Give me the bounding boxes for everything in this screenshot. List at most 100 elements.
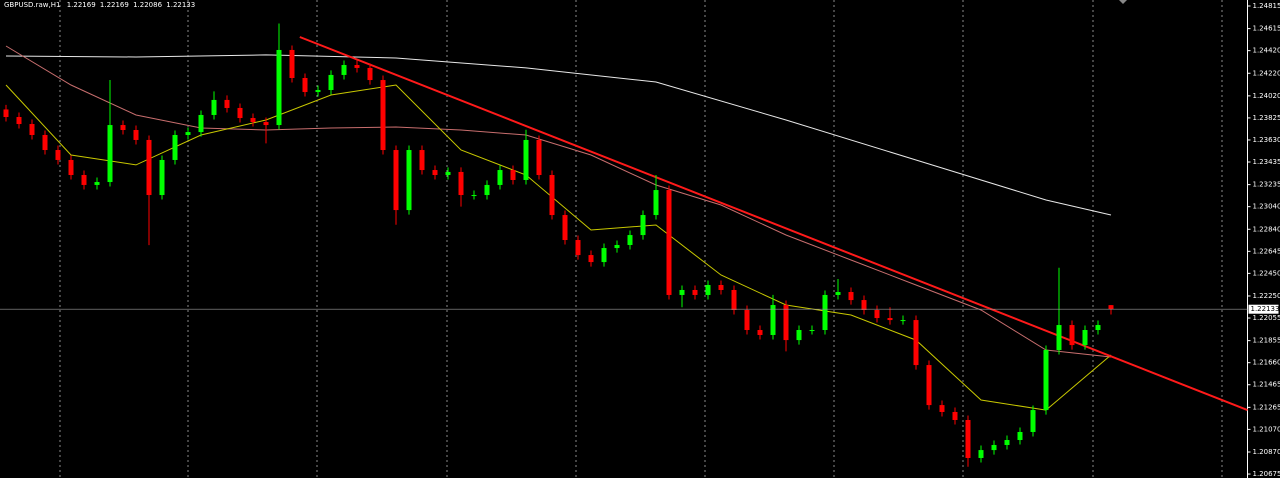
- y-tick-label: 1.21465: [1253, 381, 1280, 389]
- candle-body: [653, 190, 659, 216]
- low: 1.22086: [133, 1, 162, 9]
- candle-body: [3, 109, 9, 118]
- candle-body: [549, 175, 555, 216]
- y-tick-label: 1.22055: [1253, 314, 1280, 322]
- candle-body: [16, 117, 22, 125]
- candle-body: [120, 125, 126, 131]
- candle-body: [887, 318, 893, 321]
- y-tick-label: 1.21855: [1253, 337, 1280, 345]
- candle-body: [315, 89, 321, 93]
- candle-body: [497, 170, 503, 185]
- candle-body: [380, 80, 386, 151]
- y-tick-label: 1.24220: [1253, 69, 1280, 77]
- candle-body: [107, 125, 113, 183]
- candle-body: [575, 240, 581, 256]
- symbol: GBPUSD.raw,H1 1.22169 1.22169 1.22086 1.…: [4, 1, 195, 9]
- y-tick-label: 1.22645: [1253, 247, 1280, 255]
- y-tick-label: 1.24615: [1253, 25, 1280, 33]
- candle-body: [510, 170, 516, 180]
- y-tick-label: 1.22250: [1253, 292, 1280, 300]
- candle-body: [198, 114, 204, 133]
- candle-body: [55, 150, 61, 160]
- candle-body: [900, 320, 906, 322]
- candle-body: [302, 78, 308, 93]
- candle-body: [1017, 431, 1023, 441]
- candle-body: [68, 159, 74, 176]
- candle-body: [796, 330, 802, 341]
- candle-body: [211, 99, 217, 115]
- candle-body: [835, 292, 841, 295]
- candle-body: [42, 134, 48, 151]
- y-tick-label: 1.22840: [1253, 225, 1280, 233]
- candle-body: [133, 130, 139, 140]
- candle-body: [692, 289, 698, 295]
- candle-body: [614, 244, 620, 249]
- y-tick-label: 1.20675: [1253, 470, 1280, 478]
- y-tick-label: 1.23825: [1253, 114, 1280, 122]
- candle-body: [770, 305, 776, 335]
- candle-body: [757, 330, 763, 335]
- candle-body: [562, 215, 568, 241]
- candle-body: [1069, 325, 1075, 346]
- moving-average: [5, 54, 1112, 216]
- candle-body: [939, 405, 945, 412]
- open: 1.22169: [67, 1, 96, 9]
- candle-body: [289, 49, 295, 79]
- candle-body: [809, 330, 815, 332]
- candle-body: [328, 74, 334, 90]
- candle-body: [458, 171, 464, 196]
- candle-body: [978, 450, 984, 458]
- candle-body: [1030, 410, 1036, 432]
- candle-body: [965, 420, 971, 458]
- candle-body: [848, 292, 854, 301]
- candle-body: [744, 309, 750, 331]
- candle-body: [484, 184, 490, 196]
- candle-body: [913, 320, 919, 366]
- candle-body: [237, 107, 243, 119]
- candle-body: [666, 190, 672, 295]
- symbol-name: GBPUSD.raw,H1: [4, 1, 60, 9]
- y-tick-label: 1.24020: [1253, 92, 1280, 100]
- candle-body: [471, 195, 477, 197]
- candle-body: [952, 411, 958, 421]
- candle-body: [1108, 305, 1114, 310]
- moving-average: [5, 45, 1112, 358]
- candle-body: [250, 118, 256, 122]
- moving-average: [5, 84, 1112, 411]
- trendline: [299, 36, 1248, 412]
- candle-body: [926, 365, 932, 406]
- y-tick-label: 1.21265: [1253, 403, 1280, 411]
- y-tick-label: 1.24815: [1253, 2, 1280, 10]
- y-tick-label: 1.20870: [1253, 448, 1280, 456]
- close: 1.22133: [166, 1, 195, 9]
- y-tick-label: 1.23630: [1253, 136, 1280, 144]
- candle-body: [640, 215, 646, 236]
- y-tick-label: 1.21660: [1253, 359, 1280, 367]
- y-tick-label: 1.23235: [1253, 181, 1280, 189]
- candle-body: [445, 171, 451, 176]
- candle-body: [1056, 325, 1062, 351]
- candle-body: [354, 65, 360, 68]
- candle-body: [185, 132, 191, 135]
- candle-body: [172, 134, 178, 160]
- shift-marker: [1119, 0, 1127, 4]
- candle-body: [146, 139, 152, 196]
- candle-body: [874, 309, 880, 319]
- high: 1.22169: [100, 1, 129, 9]
- candle-body: [822, 294, 828, 331]
- y-tick-label: 1.22450: [1253, 269, 1280, 277]
- candle-body: [588, 255, 594, 263]
- candle-body: [29, 124, 35, 135]
- candle-body: [731, 289, 737, 310]
- candle-body: [393, 150, 399, 211]
- price-label: 1.22133: [1251, 305, 1280, 313]
- candle-body: [783, 305, 789, 341]
- candle-body: [991, 444, 997, 451]
- y-tick-label: 1.23435: [1253, 158, 1280, 166]
- candle-body: [159, 159, 165, 196]
- candle-body: [94, 182, 100, 185]
- candle-body: [601, 248, 607, 263]
